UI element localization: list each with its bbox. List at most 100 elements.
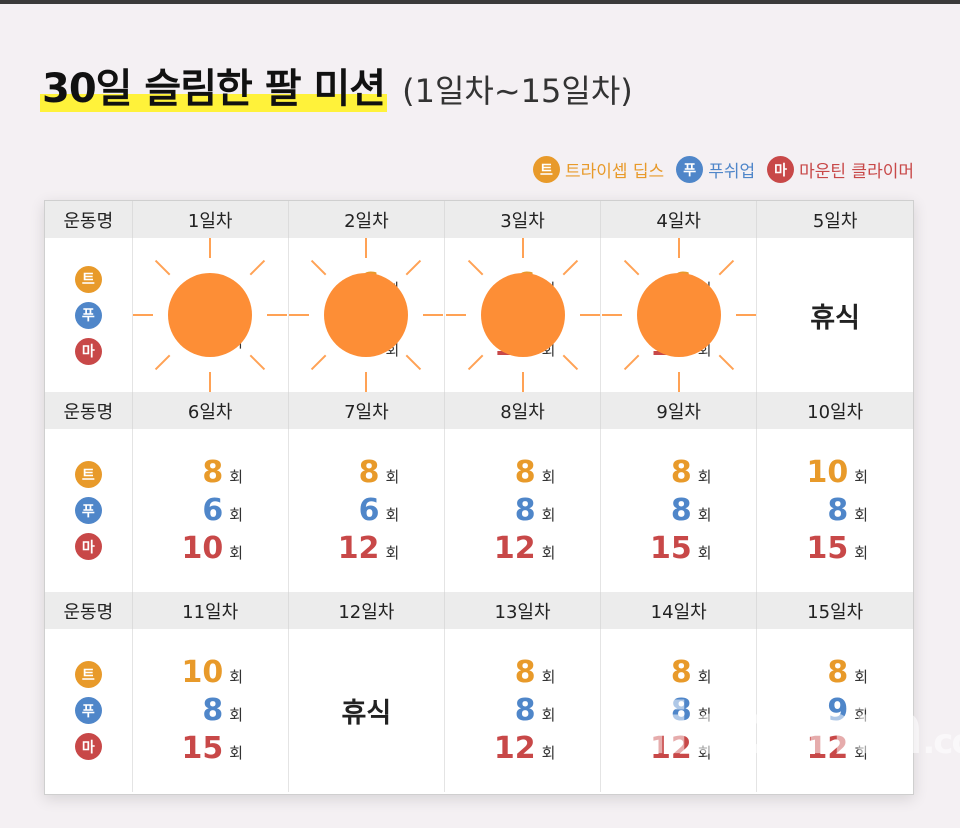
pushup-badge-icon: 푸 xyxy=(74,697,102,724)
unit-label: 회 xyxy=(385,340,400,359)
count-mountain-climber: 12 xyxy=(493,730,536,766)
count-tricep: 10 xyxy=(806,454,849,490)
day-header: 7일차 xyxy=(287,392,445,429)
pushup-badge-icon: 푸 xyxy=(676,156,704,183)
mountain-climber-badge-icon: 마 xyxy=(74,337,102,365)
count-mountain-climber: 10 xyxy=(650,327,692,363)
count-pushup: 8 xyxy=(514,492,536,528)
header-row-week-3: 운동명 11일차 12일차 13일차 14일차 15일차 xyxy=(45,592,913,629)
unit-label: 회 xyxy=(697,667,712,686)
unit-label: 회 xyxy=(854,467,869,486)
unit-label: 회 xyxy=(541,279,556,298)
unit-label: 회 xyxy=(385,279,400,298)
body-row-week-1: 트 푸 마 회 회 8회 6회 회 8회 xyxy=(45,238,913,392)
pushup-badge-icon: 푸 xyxy=(74,301,102,329)
count-mountain-climber: 12 xyxy=(493,530,536,566)
unit-label: 회 xyxy=(229,543,244,562)
unit-label: 회 xyxy=(697,505,712,524)
unit-label: 회 xyxy=(385,543,400,562)
day-cell: 6회 회 10회 xyxy=(443,238,601,392)
rest-day-cell: 휴식 xyxy=(756,238,913,392)
unit-label: 회 xyxy=(229,743,244,762)
title-main: 30일 슬림한 팔 미션 xyxy=(39,56,388,114)
unit-label: 회 xyxy=(697,743,712,762)
legend: 트 트라이셉 딥스 푸 푸쉬업 마 마운틴 클라이머 xyxy=(532,156,914,183)
day-header: 10일차 xyxy=(756,392,913,429)
unit-label: 회 xyxy=(697,705,712,724)
day-header: 14일차 xyxy=(600,592,757,629)
count-tricep: 8 xyxy=(514,454,536,490)
count-pushup: 8 xyxy=(670,692,692,728)
row-header-label: 운동명 xyxy=(45,592,133,629)
unit-label: 회 xyxy=(697,467,712,486)
page-title: 30일 슬림한 팔 미션 (1일차~15일차) xyxy=(39,56,633,116)
day-cell: 회 회 8회 xyxy=(131,238,289,392)
unit-label: 회 xyxy=(229,705,244,724)
unit-label: 회 xyxy=(541,705,556,724)
header-row-week-1: 운동명 1일차 2일차 3일차 4일차 5일차 xyxy=(45,201,913,238)
count-pushup: 8 xyxy=(514,692,536,728)
unit-label: 회 xyxy=(854,505,869,524)
count-tricep: 6 xyxy=(358,266,380,302)
unit-label: 회 xyxy=(385,467,400,486)
count-mountain-climber: 12 xyxy=(806,730,849,766)
count-mountain-climber: 15 xyxy=(650,530,692,566)
day-header: 11일차 xyxy=(131,592,289,629)
unit-label: 회 xyxy=(854,705,869,724)
unit-label: 회 xyxy=(385,505,400,524)
count-mountain-climber: 15 xyxy=(806,530,849,566)
count-mountain-climber: 8 xyxy=(202,320,224,355)
day-header: 5일차 xyxy=(756,201,913,238)
title-subtitle: (1일차~15일차) xyxy=(402,72,633,110)
unit-label: 회 xyxy=(541,467,556,486)
mountain-climber-badge-icon: 마 xyxy=(74,533,102,560)
mountain-climber-badge-icon: 마 xyxy=(74,733,102,760)
count-mountain-climber: 10 xyxy=(181,530,224,566)
day-cell: 6회 회 10회 xyxy=(600,238,757,392)
legend-label-mountain-climber: 마운틴 클라이머 xyxy=(799,162,914,182)
legend-item-mountain-climber: 마 마운틴 클라이머 xyxy=(767,156,914,183)
count-tricep: 8 xyxy=(670,654,692,690)
badge-column: 트 푸 마 xyxy=(45,238,132,392)
row-header-label: 운동명 xyxy=(45,392,133,429)
day-header: 4일차 xyxy=(600,201,757,238)
unit-label: 회 xyxy=(229,505,244,524)
count-pushup: 8 xyxy=(670,492,692,528)
unit-label: 회 xyxy=(854,543,869,562)
tricep-badge-icon: 트 xyxy=(74,265,102,293)
mountain-climber-badge-icon: 마 xyxy=(767,156,795,183)
unit-label: 회 xyxy=(541,505,556,524)
day-header: 9일차 xyxy=(600,392,757,429)
legend-item-tricep-dips: 트 트라이셉 딥스 xyxy=(532,156,664,183)
count-pushup: 8 xyxy=(827,492,849,528)
count-mountain-climber: 8 xyxy=(358,327,380,363)
count-tricep: 8 xyxy=(202,454,224,490)
unit-label: 회 xyxy=(229,667,244,686)
day-header: 15일차 xyxy=(756,592,913,629)
badge-column: 트 푸 마 xyxy=(45,629,132,792)
tricep-badge-icon: 트 xyxy=(74,461,102,488)
badge-column: 트 푸 마 xyxy=(45,429,132,592)
count-pushup: 9 xyxy=(827,692,849,728)
tricep-badge-icon: 트 xyxy=(74,661,102,688)
day-header: 1일차 xyxy=(131,201,289,238)
tricep-badge-icon: 트 xyxy=(532,156,560,183)
day-header: 3일차 xyxy=(443,201,601,238)
unit-label: 회 xyxy=(541,340,556,359)
schedule-table: 운동명 1일차 2일차 3일차 4일차 5일차 트 푸 마 회 회 8회 xyxy=(44,200,914,795)
count-tricep: 8 xyxy=(514,654,536,690)
unit-label: 회 xyxy=(541,543,556,562)
day-cell: 6회 회 8회 xyxy=(287,238,445,392)
count-tricep: 8 xyxy=(827,654,849,690)
count-mountain-climber: 12 xyxy=(337,530,380,566)
unit-label: 회 xyxy=(229,333,244,351)
unit-label: 회 xyxy=(697,543,712,562)
